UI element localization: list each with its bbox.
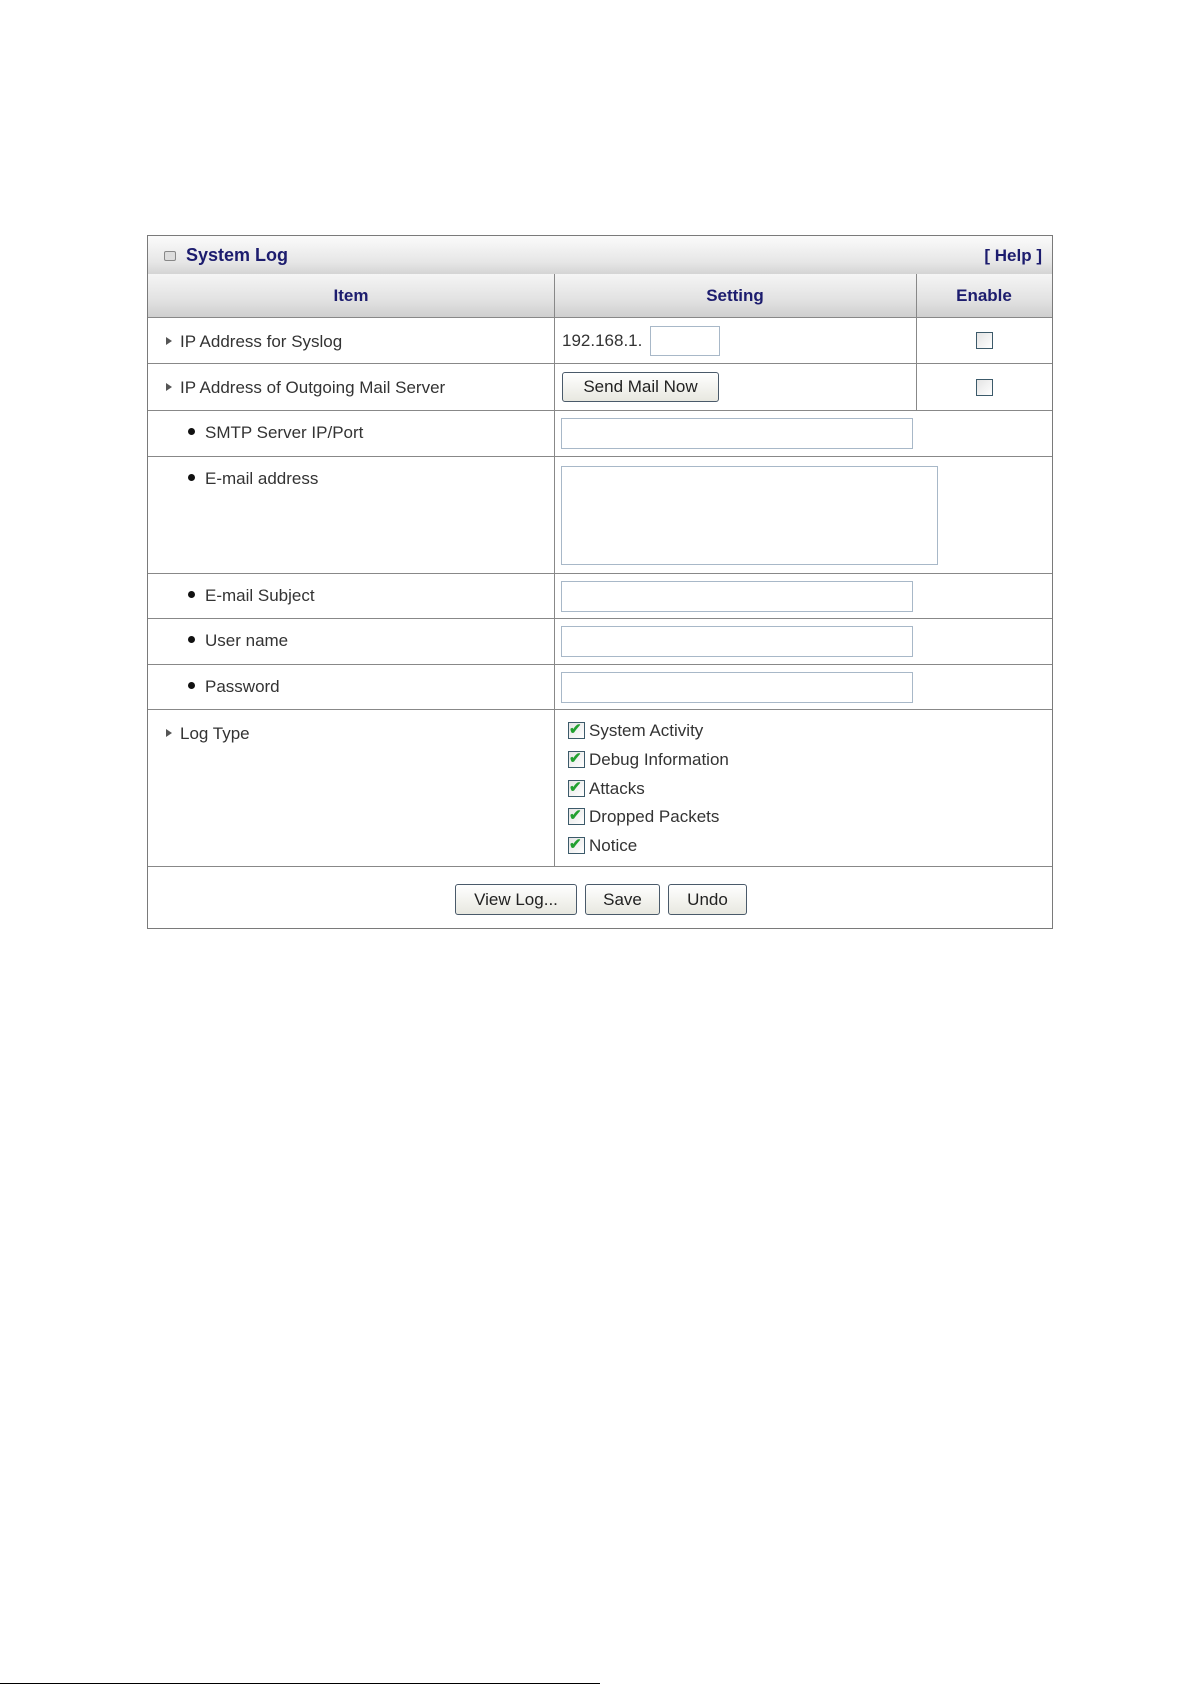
checkmark-icon: ✔ (569, 721, 582, 738)
column-divider (916, 274, 917, 411)
table-row-username: User name (148, 619, 1052, 665)
send-mail-now-button[interactable]: Send Mail Now (562, 372, 719, 402)
username-input[interactable] (561, 626, 913, 657)
table-row-password: Password (148, 665, 1052, 710)
checkmark-icon: ✔ (569, 750, 582, 767)
triangle-right-icon (166, 337, 172, 345)
save-button[interactable]: Save (585, 884, 660, 915)
checkmark-icon: ✔ (569, 807, 582, 824)
bullet-icon (188, 682, 195, 689)
smtp-server-input[interactable] (561, 418, 913, 449)
table-row-mail-server: IP Address of Outgoing Mail Server Send … (148, 364, 1052, 411)
bullet-icon (188, 474, 195, 481)
checkbox[interactable]: ✔ (568, 750, 585, 768)
checkmark-icon: ✔ (569, 779, 582, 796)
triangle-right-icon (166, 729, 172, 737)
panel-titlebar: System Log [ Help ] (148, 236, 1052, 275)
column-header-enable: Enable (916, 274, 1052, 318)
row-label: IP Address for Syslog (166, 332, 342, 352)
row-label: User name (166, 631, 288, 651)
panel-title: System Log (186, 245, 289, 265)
help-link[interactable]: [ Help ] (984, 246, 1042, 265)
table-row-log-type: Log Type ✔ System Activity ✔ Debug Informa… (148, 710, 1052, 867)
table-row-email-subject: E-mail Subject (148, 574, 1052, 619)
checkbox[interactable]: ✔ (568, 807, 585, 825)
triangle-right-icon (166, 383, 172, 391)
undo-button[interactable]: Undo (668, 884, 747, 915)
checkmark-icon: ✔ (569, 836, 582, 853)
column-header-item: Item (148, 274, 554, 318)
ip-prefix: 192.168.1. (562, 331, 643, 350)
password-input[interactable] (561, 672, 913, 703)
table-row-smtp: SMTP Server IP/Port (148, 411, 1052, 457)
view-log-button[interactable]: View Log... (455, 884, 577, 915)
row-label: E-mail address (166, 469, 318, 489)
table-row-syslog: IP Address for Syslog 192.168.1. (148, 318, 1052, 364)
row-label: Password (166, 677, 280, 697)
syslog-enable-checkbox[interactable] (976, 332, 993, 349)
syslog-ip-last-octet-input[interactable] (650, 326, 720, 356)
row-label: SMTP Server IP/Port (166, 423, 363, 443)
table-row-email-address: E-mail address (148, 457, 1052, 574)
bullet-icon (188, 636, 195, 643)
bullet-icon (188, 428, 195, 435)
footer-divider (0, 1683, 600, 1684)
column-divider (554, 274, 555, 867)
row-label: IP Address of Outgoing Mail Server (166, 378, 445, 398)
column-header-setting: Setting (554, 274, 916, 318)
window-icon (164, 251, 176, 261)
mail-enable-checkbox[interactable] (976, 379, 993, 396)
checkbox[interactable]: ✔ (568, 836, 585, 854)
bullet-icon (188, 591, 195, 598)
checkbox[interactable]: ✔ (568, 779, 585, 797)
email-address-textarea[interactable] (561, 466, 938, 565)
row-label: Log Type (166, 724, 250, 744)
row-label: E-mail Subject (166, 586, 315, 606)
system-log-panel: System Log [ Help ] Item Setting Enable … (147, 235, 1053, 929)
email-subject-input[interactable] (561, 581, 913, 612)
checkbox[interactable]: ✔ (568, 721, 585, 739)
